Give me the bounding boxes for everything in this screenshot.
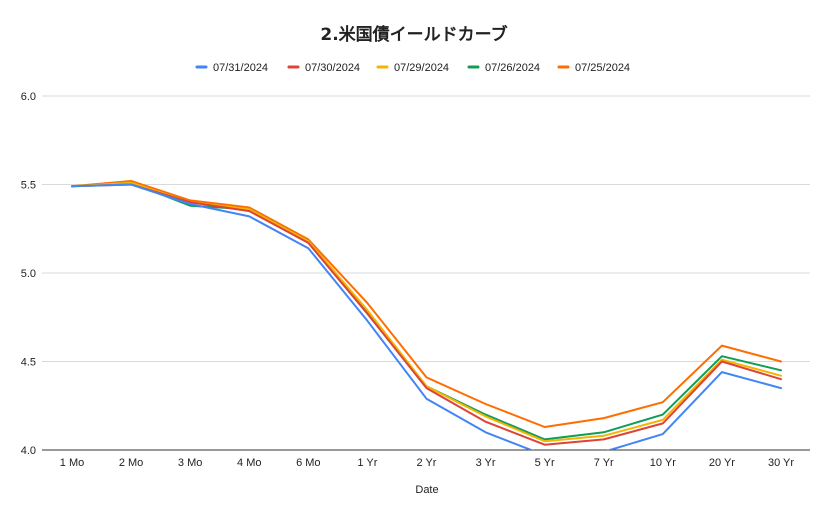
x-tick-label: 4 Mo <box>237 457 261 469</box>
x-axis-title: Date <box>415 484 438 496</box>
series-line-07-26-2024 <box>71 181 782 441</box>
x-tick-label: 2 Yr <box>417 457 437 469</box>
chart-legend: 07/31/2024 07/30/2024 07/29/2024 07/26/2024… <box>195 62 630 74</box>
x-tick-label: 1 Yr <box>357 457 377 469</box>
series-line-07-31-2024 <box>71 183 782 450</box>
y-tick-label: 5.0 <box>21 268 36 280</box>
legend-item[interactable]: 07/31/2024 <box>195 62 268 74</box>
x-tick-label: 30 Yr <box>768 457 794 469</box>
legend-label: 07/30/2024 <box>305 62 360 74</box>
x-axis-ticks: 1 Mo 2 Mo 3 Mo 4 Mo 6 Mo 1 Yr 2 Yr 3 Yr 5 Yr 7 Yr… <box>60 457 795 469</box>
x-tick-label: 3 Yr <box>476 457 496 469</box>
legend-label: 07/31/2024 <box>213 62 268 74</box>
chart-title: 2.米国債イールドカーブ <box>320 24 507 45</box>
legend-item[interactable]: 07/26/2024 <box>467 62 540 74</box>
x-tick-label: 1 Mo <box>60 457 84 469</box>
x-tick-label: 20 Yr <box>709 457 735 469</box>
x-tick-label: 2 Mo <box>119 457 143 469</box>
gridlines <box>42 95 810 451</box>
y-tick-label: 4.5 <box>21 357 36 369</box>
x-tick-label: 6 Mo <box>296 457 320 469</box>
legend-item[interactable]: 07/29/2024 <box>376 62 449 74</box>
series-line-07-25-2024 <box>71 180 782 428</box>
series-line-07-30-2024 <box>71 183 782 446</box>
x-tick-label: 3 Mo <box>178 457 202 469</box>
y-tick-label: 6.0 <box>21 91 36 103</box>
y-axis-ticks: 4.0 4.5 5.0 5.5 6.0 <box>21 91 36 457</box>
x-tick-label: 7 Yr <box>594 457 614 469</box>
legend-label: 07/25/2024 <box>575 62 630 74</box>
legend-item[interactable]: 07/30/2024 <box>287 62 360 74</box>
y-tick-label: 4.0 <box>21 445 36 457</box>
legend-item[interactable]: 07/25/2024 <box>557 62 630 74</box>
y-tick-label: 5.5 <box>21 180 36 192</box>
x-tick-label: 5 Yr <box>535 457 555 469</box>
x-tick-label: 10 Yr <box>650 457 676 469</box>
legend-label: 07/26/2024 <box>485 62 540 74</box>
series-lines <box>71 180 782 450</box>
legend-label: 07/29/2024 <box>394 62 449 74</box>
